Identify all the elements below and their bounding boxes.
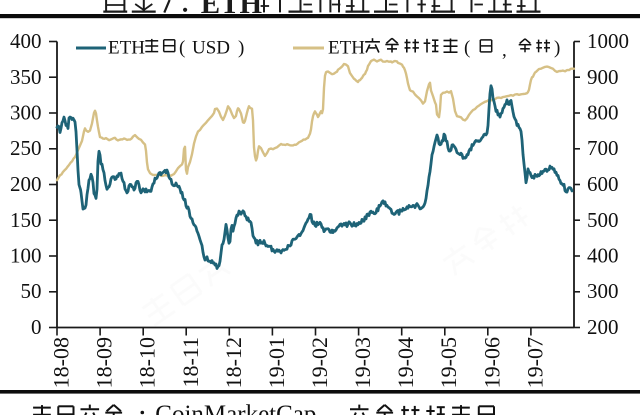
svg-text:ETH: ETH <box>108 38 145 59</box>
svg-text:ETH: ETH <box>328 38 365 59</box>
svg-text:500: 500 <box>587 208 619 232</box>
svg-text:19-04: 19-04 <box>393 337 418 388</box>
svg-text:CoinMarketCap: CoinMarketCap <box>155 401 316 415</box>
svg-text:250: 250 <box>10 136 42 160</box>
svg-text:150: 150 <box>10 208 42 232</box>
svg-text:1000: 1000 <box>587 29 629 53</box>
svg-text:(: ( <box>464 38 470 59</box>
svg-text:100: 100 <box>10 244 42 268</box>
svg-text:19-07: 19-07 <box>522 337 547 388</box>
svg-text:18-12: 18-12 <box>221 337 246 388</box>
svg-text:18-11: 18-11 <box>178 337 203 388</box>
svg-text:350: 350 <box>10 65 42 89</box>
svg-text:19-02: 19-02 <box>307 337 332 388</box>
svg-text:18-10: 18-10 <box>135 337 160 388</box>
svg-text:900: 900 <box>587 65 619 89</box>
svg-text:600: 600 <box>587 172 619 196</box>
svg-text:200: 200 <box>10 172 42 196</box>
svg-text:USD: USD <box>192 38 230 59</box>
svg-text:ETH: ETH <box>201 0 263 20</box>
svg-text:,: , <box>502 40 507 61</box>
svg-text:800: 800 <box>587 101 619 125</box>
svg-text:(: ( <box>179 38 185 59</box>
svg-text:300: 300 <box>10 101 42 125</box>
svg-text:300: 300 <box>587 279 619 303</box>
svg-text:,: , <box>325 401 331 415</box>
svg-text:19-03: 19-03 <box>350 337 375 388</box>
svg-text:18-08: 18-08 <box>49 337 74 388</box>
svg-text:400: 400 <box>587 244 619 268</box>
svg-text:200: 200 <box>587 315 619 339</box>
svg-text:0: 0 <box>31 315 42 339</box>
svg-text:): ) <box>238 38 244 59</box>
svg-text:19-01: 19-01 <box>264 337 289 388</box>
svg-text:400: 400 <box>10 29 42 53</box>
svg-text:19-05: 19-05 <box>436 337 461 388</box>
svg-text:): ) <box>554 38 560 59</box>
svg-text:50: 50 <box>21 279 42 303</box>
svg-text:700: 700 <box>587 136 619 160</box>
svg-text:18-09: 18-09 <box>92 337 117 388</box>
svg-text:19-06: 19-06 <box>479 337 504 388</box>
